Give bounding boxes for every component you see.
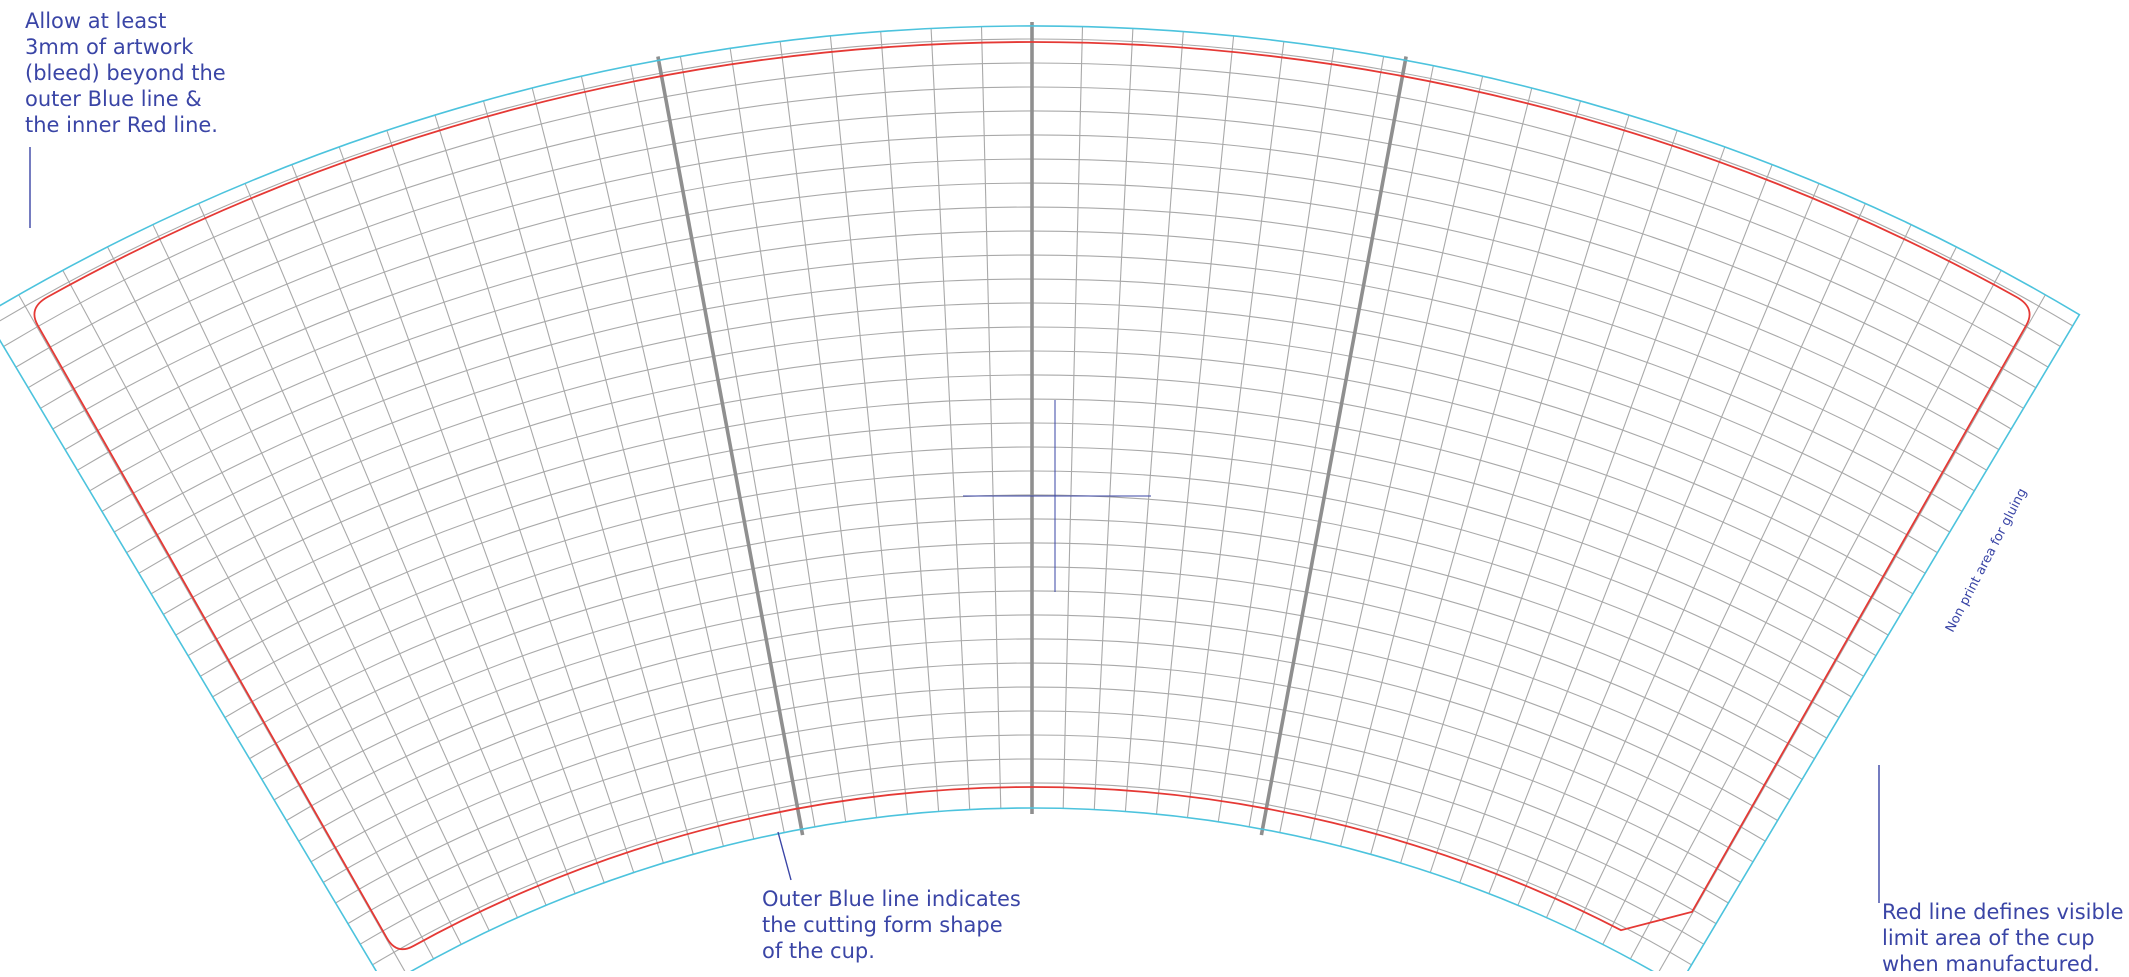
grid-radial: [1093, 28, 1134, 810]
grid-radial: [338, 146, 605, 883]
grid-radial: [1248, 56, 1385, 827]
visible-limit-outline: [33, 41, 2031, 951]
grid-radial: [829, 35, 909, 815]
annotation-leaders: [29, 147, 1880, 903]
cutting-line-note-line: of the cup.: [762, 939, 875, 963]
grid-radial: [1574, 224, 1912, 931]
grid-radial: [1370, 100, 1582, 855]
grid-radial: [1488, 164, 1773, 894]
grid-radial: [1459, 146, 1726, 883]
grid-radial: [434, 114, 664, 864]
grid-radial: [107, 246, 462, 945]
grid-radial: [482, 100, 694, 855]
bleed-note-line: outer Blue line &: [25, 87, 202, 111]
grid-radial: [198, 203, 519, 918]
bleed-note-line: 3mm of artwork: [25, 35, 194, 59]
cutting-line-leader: [777, 831, 792, 881]
grid-radial: [1309, 76, 1484, 840]
grid-radial: [531, 87, 724, 847]
grid-radial: [1062, 26, 1084, 809]
panel-division-lines: [656, 22, 1408, 836]
grid-radial: [1545, 203, 1866, 918]
grid-radial: [1400, 114, 1630, 864]
grid-radial: [1658, 294, 2046, 971]
grid-radial: [1217, 48, 1335, 822]
grid-radial: [18, 294, 406, 971]
bleed-note-line: (bleed) beyond the: [25, 61, 226, 85]
grid-radial: [1602, 246, 1957, 945]
grid-radial: [580, 76, 755, 840]
panel-division-line: [1259, 56, 1408, 836]
bleed-note-line: Allow at least: [25, 9, 167, 33]
grid-radial: [62, 270, 435, 960]
grid-radial: [1429, 130, 1678, 873]
cutting-line-note: Outer Blue line indicates the cutting fo…: [762, 886, 1021, 964]
grid-radial: [930, 28, 971, 810]
bleed-note: Allow at least 3mm of artwork (bleed) be…: [25, 8, 226, 138]
grid-radial: [1186, 41, 1285, 818]
cutting-line-note-line: Outer Blue line indicates: [762, 887, 1021, 911]
visible-limit-note: Red line defines visible limit area of t…: [1882, 899, 2124, 977]
grid-radial: [630, 65, 785, 833]
grid-radials: [18, 26, 2046, 971]
grid-radial: [1155, 35, 1235, 815]
visible-limit-note-line: limit area of the cup: [1882, 926, 2095, 950]
grid-radial: [880, 31, 940, 812]
panel-division-line: [656, 56, 805, 836]
grid-radial: [152, 224, 490, 931]
cutting-line-note-line: the cutting form shape: [762, 913, 1003, 937]
grid-radial: [244, 183, 547, 906]
bleed-note-line: the inner Red line.: [25, 113, 218, 137]
center-crosshair: [963, 400, 1151, 592]
grid-radial: [1340, 87, 1533, 847]
grid-radial: [779, 41, 878, 818]
grid-radial: [1517, 183, 1820, 906]
grid-radial: [980, 26, 1002, 809]
cutting-form-outline: [0, 25, 2081, 971]
visible-limit-note-line: when manufactured.: [1882, 952, 2100, 976]
grid-arc: [0, 38, 2073, 327]
grid-radial: [291, 164, 576, 894]
grid-radial: [1124, 31, 1184, 812]
grid-radial: [1279, 65, 1434, 833]
grid-radial: [679, 56, 816, 827]
grid-radial: [1629, 270, 2002, 960]
grid-radial: [729, 48, 847, 822]
visible-limit-note-line: Red line defines visible: [1882, 900, 2124, 924]
grid-radial: [386, 130, 635, 873]
